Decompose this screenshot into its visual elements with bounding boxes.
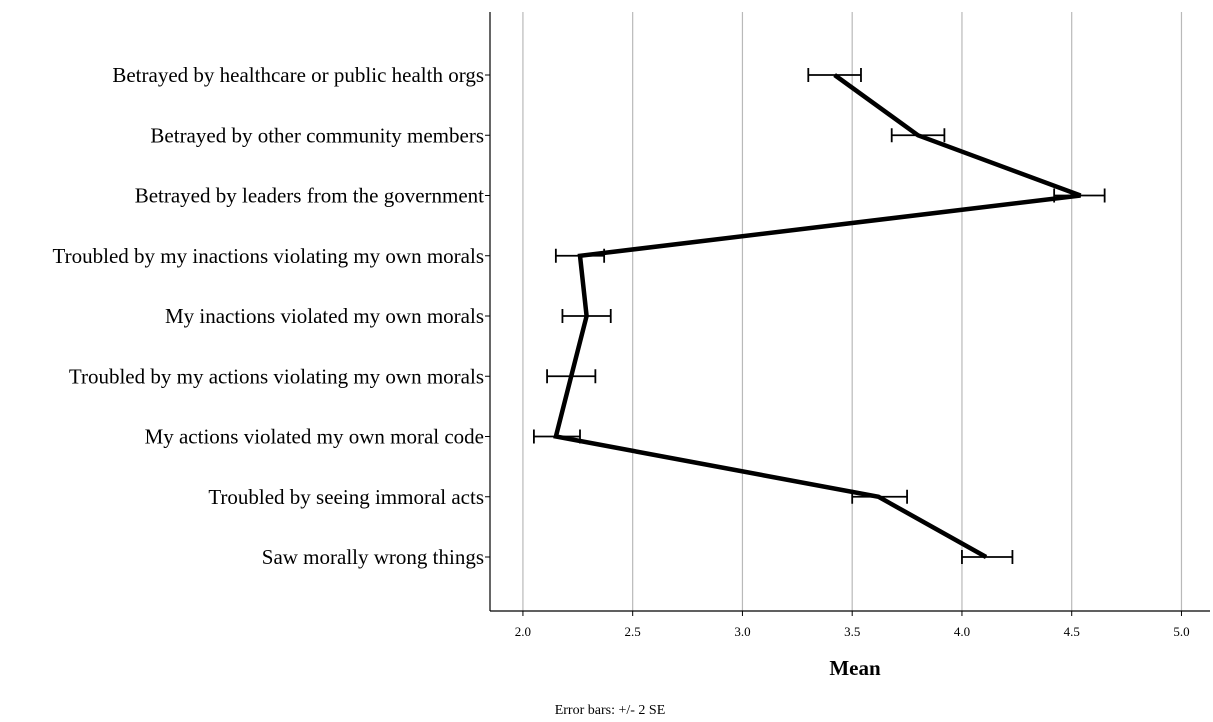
category-label: Betrayed by leaders from the government (135, 184, 484, 208)
category-label: Troubled by seeing immoral acts (208, 485, 484, 509)
x-axis-title: Mean (829, 656, 881, 680)
category-label: Troubled by my actions violating my own … (69, 364, 484, 388)
category-label: Troubled by my inactions violating my ow… (53, 244, 484, 268)
category-label: My inactions violated my own morals (165, 304, 484, 328)
axis-layer: 2.0 2.5 3.0 3.5 4.0 4.5 5.0 (485, 12, 1210, 639)
grid-layer (522, 12, 1183, 611)
x-tick-label-4.0: 4.0 (954, 624, 970, 639)
x-tick-label-3.0: 3.0 (734, 624, 750, 639)
category-label: Saw morally wrong things (262, 545, 484, 569)
line-layer (553, 73, 1082, 559)
x-tick-label-2.5: 2.5 (625, 624, 641, 639)
category-label: My actions violated my own moral code (145, 425, 484, 449)
x-tick-label-5.0: 5.0 (1173, 624, 1189, 639)
error-bar-layer (533, 68, 1106, 564)
error-bar-note: Error bars: +/- 2 SE (555, 703, 666, 718)
category-label: Betrayed by healthcare or public health … (112, 63, 484, 87)
x-tick-label-4.5: 4.5 (1064, 624, 1080, 639)
x-tick-label-3.5: 3.5 (844, 624, 860, 639)
x-tick-label-2.0: 2.0 (515, 624, 531, 639)
label-layer: Betrayed by healthcare or public health … (53, 63, 485, 569)
mean-line (553, 73, 1082, 559)
category-label: Betrayed by other community members (150, 123, 484, 147)
